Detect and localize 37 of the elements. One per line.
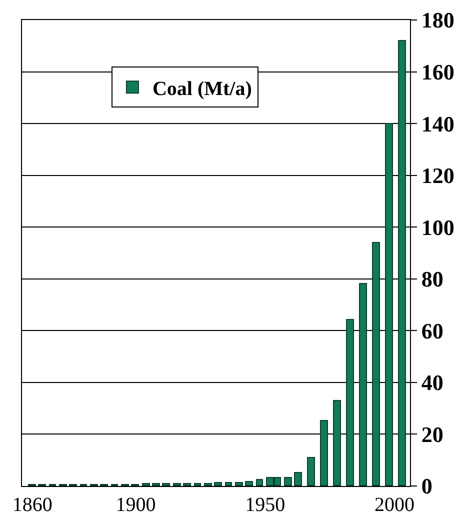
y-tick-label: 100 [421, 214, 454, 240]
bar [320, 420, 328, 486]
legend-label: Coal (Mt/a) [152, 78, 252, 100]
bar [284, 477, 292, 486]
bar [398, 40, 406, 486]
bar [333, 400, 341, 486]
bar [183, 483, 191, 486]
x-tick-label: 2000 [374, 494, 414, 516]
y-tick-label: 140 [421, 111, 454, 136]
y-tick-label: 40 [421, 370, 444, 396]
y-tick-label: 0 [421, 474, 432, 499]
bar [173, 483, 181, 486]
bar [142, 483, 150, 486]
bar [372, 242, 380, 486]
x-tick-label: 1900 [116, 494, 156, 516]
bar [194, 483, 201, 486]
bar [225, 482, 232, 486]
bar [307, 457, 315, 486]
bar [204, 483, 212, 486]
x-tick-label: 1860 [12, 494, 52, 516]
y-tick-label: 80 [421, 266, 444, 292]
bar [235, 482, 243, 486]
y-tick-label: 180 [421, 8, 454, 33]
bar [162, 483, 170, 486]
bar [346, 319, 354, 486]
y-tick-label: 160 [421, 59, 454, 84]
y-tick-label: 120 [421, 163, 454, 188]
y-tick-label: 20 [421, 422, 444, 447]
bar [385, 123, 393, 486]
bar [152, 483, 160, 486]
bar [359, 283, 367, 486]
bar [214, 482, 222, 486]
x-tick-label: 1950 [245, 494, 286, 516]
bar [245, 481, 253, 486]
bar [294, 472, 302, 486]
y-tick-label: 60 [421, 318, 444, 344]
bar [256, 479, 263, 486]
